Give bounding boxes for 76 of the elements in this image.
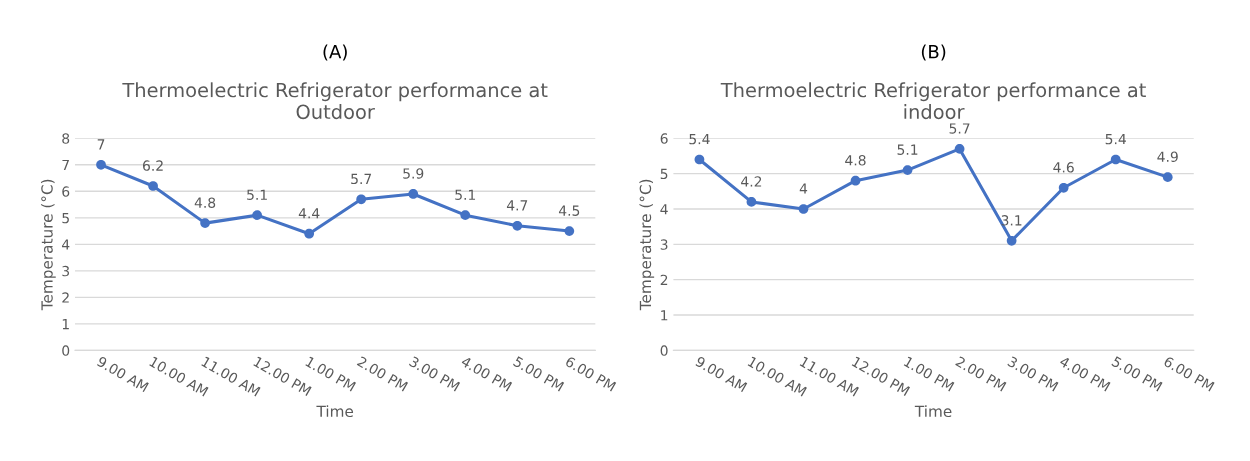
y-tick-label: 1 [661, 310, 668, 321]
point [902, 165, 913, 175]
chart-title: Thermoelectric Refrigerator performance at Outdoor [122, 82, 548, 120]
point [564, 226, 575, 236]
point [1110, 154, 1121, 165]
x-tick-label: 6.00 PM [1163, 355, 1215, 392]
text: (B) [921, 44, 946, 61]
point [798, 204, 809, 214]
data-label: 5.7 [351, 173, 372, 185]
data-label: 6.2 [142, 160, 163, 171]
x-tick-label: 9.00 AM [96, 355, 149, 393]
data-label: 4.8 [194, 197, 216, 208]
point [148, 181, 158, 191]
point [512, 220, 523, 231]
data-label: 4.9 [1157, 151, 1178, 162]
point [460, 210, 471, 221]
y-tick-label: 1 [62, 319, 69, 330]
y-tick-label: 2 [660, 274, 668, 285]
data-label: 7 [97, 139, 105, 150]
y-tick-label: 2 [62, 292, 69, 303]
x-tick-label: 9.00 AM [694, 355, 748, 393]
point [850, 175, 861, 186]
data-label: 4.4 [298, 208, 320, 219]
point [304, 228, 315, 239]
x-tick-label: 6.00 PM [564, 355, 617, 392]
y-tick-label: 0 [62, 345, 70, 356]
data-label: 3.1 [1001, 215, 1022, 226]
data-label: 4 [799, 183, 808, 194]
y-tick-label: 3 [62, 265, 70, 277]
y-tick-label: 3 [660, 239, 668, 250]
y-tick-label: 5 [62, 212, 69, 224]
y-tick-label: 8 [62, 133, 70, 144]
point [1006, 235, 1017, 246]
x-tick-label: 4.00 PM [460, 355, 513, 392]
x-tick-label: 3.00 PM [1007, 355, 1059, 392]
chart-title: Thermoelectric Refrigerator performance at indoor [720, 82, 1146, 120]
x-tick-label: 4.00 PM [1058, 355, 1111, 392]
x-tick-label: 3.00 PM [408, 355, 461, 392]
point [408, 189, 419, 199]
x-tick-label: 5.00 PM [512, 355, 565, 392]
data-label: 5.1 [455, 189, 476, 200]
y-tick-label: 0 [660, 345, 668, 356]
point [1058, 182, 1069, 193]
y-axis-title: Temperature (°C) [639, 179, 655, 311]
x-axis-title: Time [316, 405, 354, 418]
data-label: 5.1 [247, 189, 267, 200]
point [252, 210, 262, 221]
x-axis-title: Time [914, 405, 952, 418]
data-label: 4.6 [1053, 162, 1074, 173]
x-tick-label: 5.00 PM [1111, 355, 1163, 392]
point [746, 197, 757, 207]
y-tick-label: 6 [660, 133, 668, 144]
point [356, 194, 367, 205]
y-tick-label: 7 [62, 159, 69, 171]
y-tick-label: 4 [61, 239, 70, 250]
point [200, 218, 210, 228]
data-label: 5.9 [403, 168, 424, 179]
x-tick-label: 2.00 PM [955, 355, 1007, 392]
text: (A) [323, 44, 347, 61]
point [954, 144, 965, 154]
point [1162, 172, 1173, 183]
data-label: 5.7 [949, 123, 970, 134]
data-label: 4.2 [741, 176, 762, 187]
y-tick-label: 5 [660, 168, 668, 180]
y-tick-label: 4 [660, 204, 668, 215]
data-label: 4.8 [845, 155, 866, 166]
data-label: 5.1 [897, 144, 918, 155]
data-label: 4.7 [506, 200, 528, 211]
x-tick-label: 2.00 PM [356, 355, 409, 392]
data-label: 5.4 [1105, 133, 1126, 145]
y-tick-label: 6 [62, 186, 70, 197]
point [694, 154, 705, 165]
data-label: 5.4 [689, 133, 710, 145]
data-label: 4.5 [558, 205, 580, 216]
point [96, 159, 106, 170]
y-axis-title: Temperature (°C) [40, 179, 56, 311]
